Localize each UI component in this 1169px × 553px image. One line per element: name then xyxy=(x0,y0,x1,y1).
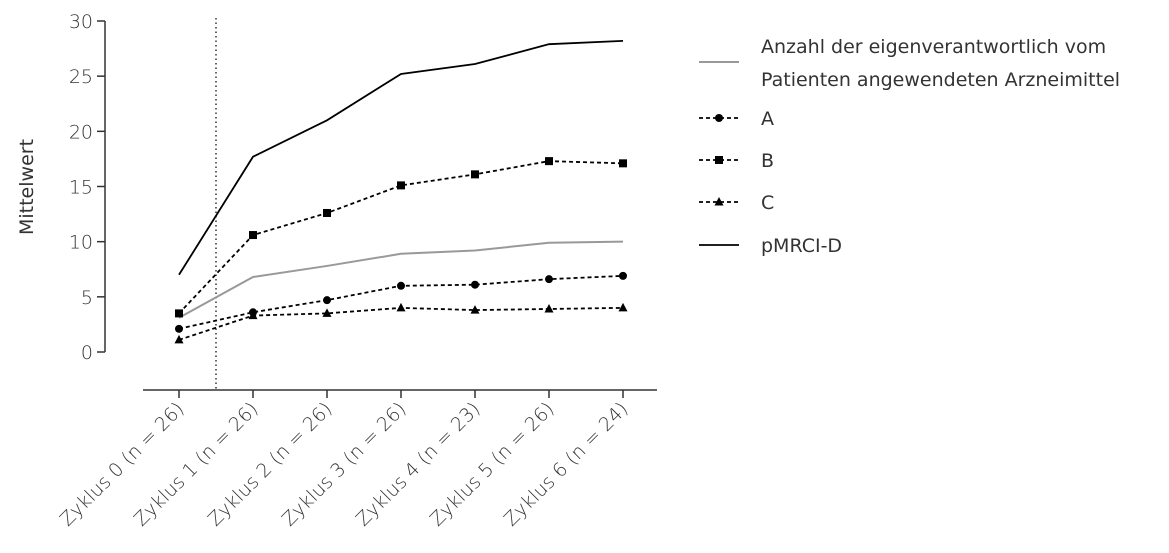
series-line xyxy=(178,39,624,276)
data-point xyxy=(396,302,406,312)
data-point xyxy=(471,280,479,289)
legend-label: C xyxy=(761,192,774,214)
data-point xyxy=(322,308,332,317)
x-axis: Zyklus 0 (n = 26)Zyklus 1 (n = 26)Zyklus… xyxy=(56,389,657,531)
x-tick-label: Zyklus 6 (n = 24) xyxy=(500,398,633,531)
y-tick-label: 30 xyxy=(69,11,93,33)
data-point xyxy=(619,271,627,280)
data-point xyxy=(545,157,553,166)
series-a xyxy=(175,271,627,333)
legend-entry: A xyxy=(699,108,774,130)
series-c xyxy=(174,302,628,344)
data-point xyxy=(618,302,628,312)
x-tick-label: Zyklus 4 (n = 23) xyxy=(352,398,485,531)
data-point xyxy=(470,305,480,314)
data-point xyxy=(248,310,258,320)
y-tick-label: 5 xyxy=(81,287,93,309)
series-anzahl xyxy=(178,240,624,319)
data-point xyxy=(471,170,479,179)
y-tick-label: 25 xyxy=(69,66,93,88)
y-axis: 0 5 10 15 20 25 30 xyxy=(69,11,106,364)
legend-marker xyxy=(714,197,724,206)
data-point xyxy=(619,159,627,168)
legend-entry: B xyxy=(699,150,774,172)
x-tick-label: Zyklus 5 (n = 26) xyxy=(426,398,559,531)
y-tick-label: 20 xyxy=(69,121,93,143)
x-tick-label: Zyklus 0 (n = 26) xyxy=(56,398,189,531)
series-line xyxy=(178,306,624,341)
y-tick-label: 15 xyxy=(69,177,93,199)
y-tick-label: 0 xyxy=(81,342,93,364)
legend-marker xyxy=(715,156,723,164)
legend-label: Patienten angewendeten Arzneimittel xyxy=(761,69,1120,91)
series-line xyxy=(178,240,624,319)
legend-marker xyxy=(715,114,723,122)
series-b xyxy=(175,157,627,318)
x-tick-label: Zyklus 3 (n = 26) xyxy=(278,398,411,531)
legend-entry: pMRCI-D xyxy=(699,235,842,257)
legend-label: B xyxy=(761,150,774,172)
data-point xyxy=(174,334,184,344)
data-point xyxy=(175,309,183,318)
x-tick-label: Zyklus 2 (n = 26) xyxy=(204,398,337,531)
data-point xyxy=(323,296,331,305)
legend-entry: C xyxy=(699,192,774,214)
data-point xyxy=(397,281,405,290)
data-point xyxy=(323,208,331,217)
y-tick-label: 10 xyxy=(69,232,93,254)
data-point xyxy=(544,303,554,313)
legend: Anzahl der eigenverantwortlich vom Patien… xyxy=(699,36,1120,257)
series-pmrci-d xyxy=(178,39,624,276)
data-point xyxy=(545,275,553,284)
legend-label: pMRCI-D xyxy=(761,235,842,257)
legend-label: A xyxy=(761,108,774,130)
legend-label: Anzahl der eigenverantwortlich vom xyxy=(761,36,1106,58)
data-point xyxy=(249,231,257,240)
legend-entry: Anzahl der eigenverantwortlich vom Patien… xyxy=(699,36,1120,91)
series-group xyxy=(174,39,628,344)
data-point xyxy=(175,324,183,333)
y-axis-title: Mittelwert xyxy=(16,139,38,235)
data-point xyxy=(397,181,405,190)
x-tick-label: Zyklus 1 (n = 26) xyxy=(130,398,263,531)
